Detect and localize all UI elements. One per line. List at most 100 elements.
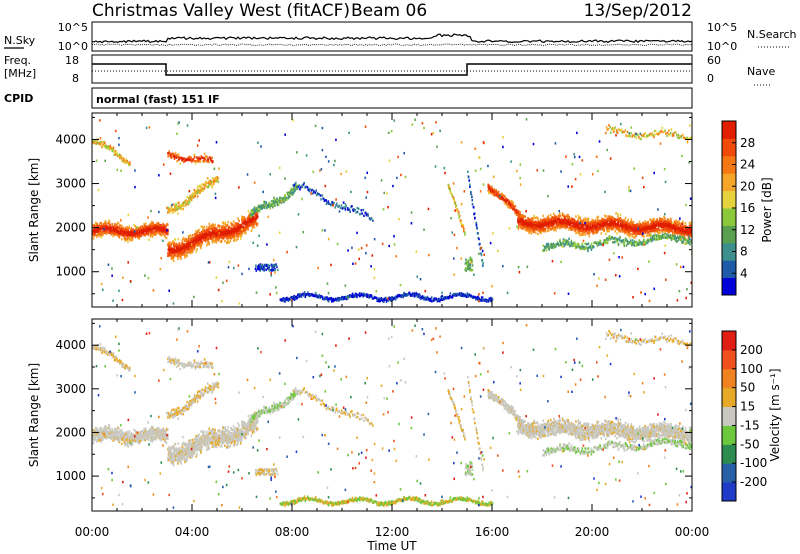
power-cell: [299, 188, 301, 191]
power-cell: [163, 224, 166, 227]
power-cell: [623, 225, 626, 228]
power-cell: [226, 240, 229, 244]
power-cell: [614, 238, 617, 241]
power-cell: [209, 235, 212, 239]
power-cell: [109, 224, 112, 227]
power-cell: [581, 228, 584, 231]
power-cell: [669, 132, 672, 135]
power-cell: [528, 231, 531, 235]
power-cell: [602, 242, 605, 245]
power-cell: [645, 227, 648, 231]
power-cell: [650, 221, 653, 225]
power-cell: [584, 228, 586, 232]
freq-unit: [MHz]: [4, 67, 36, 80]
power-cell: [558, 214, 560, 217]
power-cell: [126, 227, 129, 231]
power-cell: [587, 217, 590, 221]
power-cell: [214, 179, 216, 183]
power-cell: [657, 238, 659, 241]
power-cell: [631, 135, 633, 138]
power-cell: [672, 231, 674, 234]
power-cell: [115, 231, 118, 234]
power-cell: [222, 221, 225, 225]
power-cell: [209, 237, 211, 240]
power-cell: [226, 237, 228, 240]
power-cell: [169, 248, 172, 251]
power-cell: [203, 228, 206, 232]
power-cell: [120, 227, 123, 230]
power-cell: [636, 229, 639, 232]
power-cell: [557, 217, 560, 221]
power-cell: [286, 193, 289, 196]
power-cell: [250, 229, 253, 233]
power-cell: [526, 226, 529, 230]
power-cell: [239, 230, 242, 233]
power-cell: [640, 228, 643, 231]
power-cell: [611, 235, 613, 239]
power-cell: [462, 224, 465, 227]
power-cell: [556, 221, 559, 224]
power-cell: [613, 241, 615, 244]
power-cell: [226, 234, 229, 238]
power-cell: [239, 232, 242, 235]
power-cell: [659, 229, 661, 232]
power-cell: [668, 235, 670, 239]
power-cell: [96, 230, 98, 233]
power-cell: [560, 226, 562, 229]
power-cell: [475, 221, 478, 225]
power-cell: [93, 229, 95, 232]
power-cell: [220, 239, 223, 243]
power-cell: [612, 127, 615, 130]
power-cell: [215, 238, 218, 242]
power-cell: [245, 228, 247, 231]
power-cell: [678, 220, 680, 223]
power-cell: [652, 218, 654, 221]
power-cell: [296, 186, 299, 189]
power-cell: [647, 231, 650, 234]
power-cell: [597, 242, 600, 245]
power-cell: [631, 232, 634, 236]
nave-tick-bottom: 0: [707, 72, 714, 85]
power-cell: [274, 201, 276, 204]
power-cell: [163, 230, 165, 233]
power-cell: [674, 221, 677, 224]
power-cell: [111, 223, 113, 226]
power-cell: [116, 226, 119, 230]
power-cell: [641, 227, 644, 230]
station-title: Christmas Valley West (fitACF): [92, 1, 350, 21]
power-cell: [586, 217, 589, 221]
power-cell: [351, 205, 353, 208]
power-cell: [197, 240, 200, 243]
power-cell: [372, 219, 374, 222]
power-heatmap: [92, 118, 692, 305]
power-cell: [612, 218, 614, 222]
power-cell: [235, 238, 238, 242]
power-cell: [670, 237, 673, 240]
power-cell: [611, 218, 613, 221]
power-cell: [248, 218, 251, 222]
power-cell: [336, 298, 339, 302]
power-cell: [207, 240, 210, 243]
power-cell: [216, 227, 218, 230]
power-cell: [558, 225, 561, 228]
power-cell: [532, 225, 534, 229]
power-cell: [119, 232, 121, 235]
power-cell: [646, 234, 649, 237]
power-cell: [171, 207, 174, 211]
power-cell: [123, 228, 126, 232]
power-cell: [223, 226, 225, 229]
power-cell: [196, 185, 199, 189]
power-cell: [558, 244, 560, 247]
power-cell: [152, 227, 155, 231]
power-cell: [165, 236, 168, 240]
power-cell: [112, 225, 114, 228]
power-cell: [159, 225, 161, 229]
power-cell: [233, 237, 236, 240]
power-cell: [630, 132, 632, 135]
power-cell: [216, 236, 218, 239]
nsky-panel: N.Sky 10^5 10^0 10^5 10^0 N.Search: [4, 21, 797, 53]
power-cell: [497, 190, 500, 194]
power-cell: [663, 215, 665, 219]
power-cell: [105, 230, 108, 234]
